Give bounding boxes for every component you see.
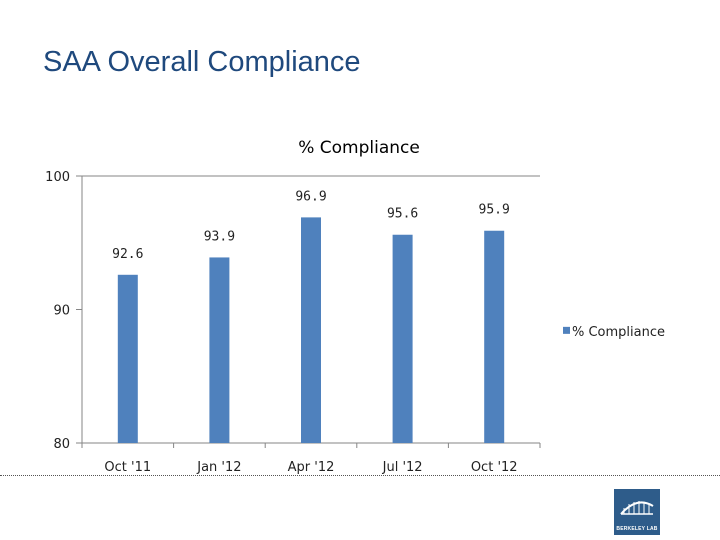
data-label: 92.6 (112, 247, 143, 262)
chart-bars: 92.6 Oct '11 93.9 Jan '12 96.9 Apr '12 95.6 Jul… (104, 189, 517, 475)
y-tick-label: 90 (53, 304, 70, 319)
legend-swatch (563, 326, 570, 334)
slide-title: SAA Overall Compliance (43, 46, 361, 78)
legend-label: % Compliance (572, 325, 665, 340)
category-label: Jan '12 (196, 460, 241, 475)
data-label: 96.9 (295, 189, 326, 204)
category-label: Oct '11 (104, 460, 151, 475)
footer-divider (0, 475, 720, 476)
compliance-bar-chart: % Compliance 100 90 80 92.6 Oct '11 93.9 Jan … (45, 138, 665, 475)
y-tick-label: 100 (45, 170, 70, 185)
bar (209, 257, 230, 443)
bar (301, 217, 321, 443)
data-label: 95.6 (387, 207, 418, 222)
chart-title: % Compliance (298, 138, 420, 158)
bar (392, 234, 413, 443)
bar (484, 230, 505, 443)
logo-text: BERKELEY LAB (616, 526, 658, 532)
berkeley-lab-logo-icon (620, 501, 654, 515)
chart-legend: % Compliance (563, 325, 665, 340)
category-label: Jul '12 (382, 460, 423, 475)
berkeley-lab-logo: BERKELEY LAB (614, 489, 660, 535)
data-label: 93.9 (204, 229, 235, 244)
data-label: 95.9 (479, 203, 510, 218)
bar (117, 274, 138, 443)
category-label: Apr '12 (288, 460, 335, 475)
category-label: Oct '12 (471, 460, 518, 475)
y-tick-label: 80 (53, 437, 70, 452)
